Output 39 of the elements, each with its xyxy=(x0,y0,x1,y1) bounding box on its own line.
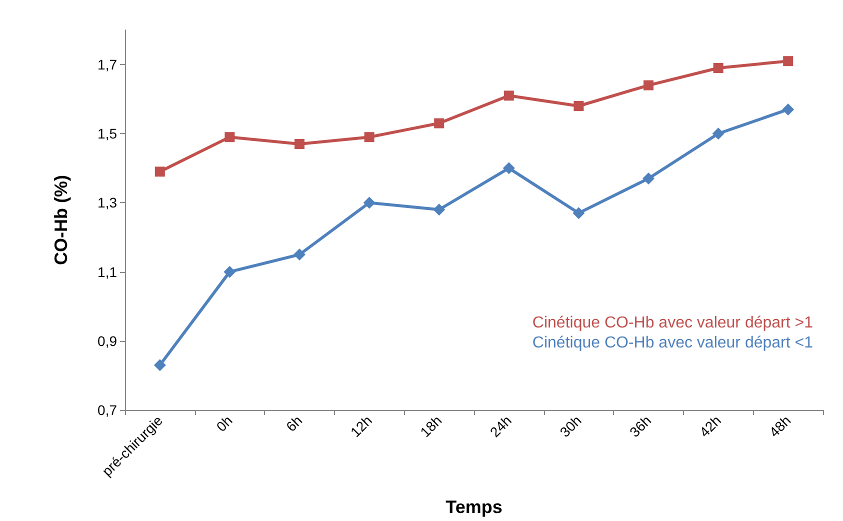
x-tick-label: 24h xyxy=(486,412,515,440)
x-tick-label: 36h xyxy=(626,412,654,440)
x-tick-label: 0h xyxy=(213,412,236,435)
point xyxy=(782,103,794,116)
y-tick-label: 1,3 xyxy=(98,194,118,211)
y-axis-title: CO-Hb (%) xyxy=(51,175,71,265)
point xyxy=(642,172,654,185)
point xyxy=(572,207,585,220)
point xyxy=(433,204,446,216)
text: Cinétique CO-Hb avec valeur départ >1 xyxy=(532,314,814,332)
x-tick-label: 18h xyxy=(416,412,445,440)
point xyxy=(294,139,304,149)
x-tick-label: 42h xyxy=(696,412,724,440)
point xyxy=(644,80,654,90)
point xyxy=(574,101,584,111)
x-tick-label: 12h xyxy=(347,412,375,440)
point xyxy=(502,162,515,174)
y-tick-label: 0,9 xyxy=(98,332,118,349)
point xyxy=(294,248,306,261)
point xyxy=(434,118,444,128)
y-tick-label: 0,7 xyxy=(98,402,118,418)
point xyxy=(224,132,235,142)
point xyxy=(154,359,166,372)
y-tick-label: 1,5 xyxy=(98,126,118,142)
point xyxy=(364,132,374,142)
text: Cinétique CO-Hb avec valeur départ <1 xyxy=(532,334,814,352)
y-tick-label: 1,1 xyxy=(98,264,118,280)
x-tick-label: 48h xyxy=(766,412,794,440)
point xyxy=(783,56,794,66)
x-axis-title: Temps xyxy=(446,497,502,517)
x-tick-label: 6h xyxy=(282,412,306,435)
point xyxy=(712,128,724,140)
point xyxy=(224,266,236,278)
point xyxy=(154,166,165,177)
point xyxy=(504,90,514,101)
x-tick-label: 30h xyxy=(556,412,584,440)
y-tick-label: 1,7 xyxy=(98,56,118,73)
point xyxy=(713,63,724,73)
point xyxy=(363,196,376,209)
